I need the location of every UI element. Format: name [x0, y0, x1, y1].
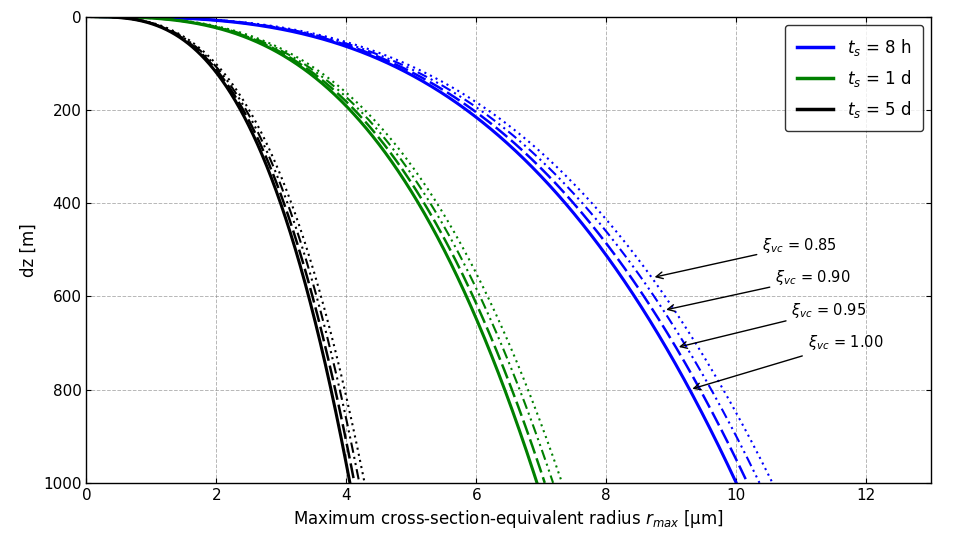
X-axis label: Maximum cross-section-equivalent radius $r_{max}$ [μm]: Maximum cross-section-equivalent radius …	[294, 508, 724, 530]
Y-axis label: dz [m]: dz [m]	[19, 223, 37, 276]
Legend: $t_s$ = 8 h, $t_s$ = 1 d, $t_s$ = 5 d: $t_s$ = 8 h, $t_s$ = 1 d, $t_s$ = 5 d	[785, 25, 923, 132]
Text: $\xi_{vc}$ = 0.95: $\xi_{vc}$ = 0.95	[681, 301, 867, 349]
Text: $\xi_{vc}$ = 0.85: $\xi_{vc}$ = 0.85	[656, 235, 837, 279]
Text: $\xi_{vc}$ = 0.90: $\xi_{vc}$ = 0.90	[667, 268, 851, 311]
Text: $\xi_{vc}$ = 1.00: $\xi_{vc}$ = 1.00	[694, 334, 883, 390]
